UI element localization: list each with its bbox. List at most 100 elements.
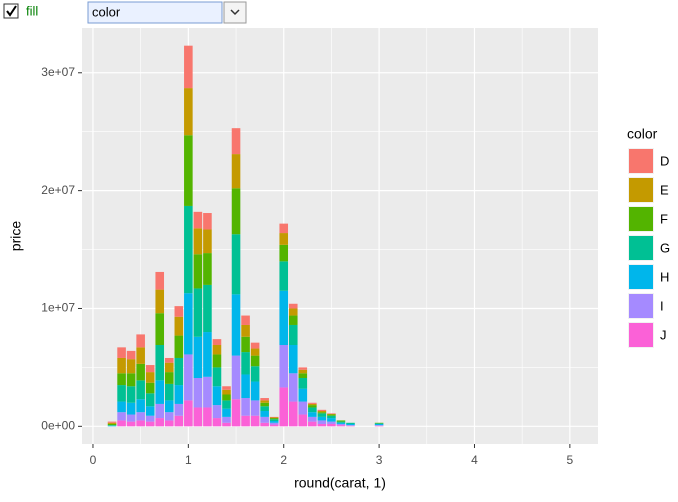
bar-segment xyxy=(241,336,250,353)
bar-segment xyxy=(231,154,241,189)
bar-segment xyxy=(155,380,165,404)
legend-label: G xyxy=(660,240,670,255)
bar-segment xyxy=(203,284,212,333)
bar-segment xyxy=(117,347,126,358)
bar-segment xyxy=(155,313,165,346)
legend-swatch xyxy=(629,178,653,202)
bar-segment xyxy=(250,342,260,349)
bar-segment xyxy=(317,411,327,413)
bar-segment xyxy=(145,421,155,427)
bar-segment xyxy=(145,365,155,373)
bar-segment xyxy=(346,423,355,426)
bar-segment xyxy=(308,407,317,413)
bar-segment xyxy=(107,423,117,426)
bar-segment xyxy=(126,373,136,387)
bar-segment xyxy=(136,420,145,427)
bar-segment xyxy=(212,418,222,427)
bar-segment xyxy=(231,234,241,295)
bar-segment xyxy=(231,188,241,235)
bar-segment xyxy=(336,421,346,423)
legend-swatch xyxy=(629,265,653,289)
fill-label: fill xyxy=(26,3,38,18)
bar-segment xyxy=(174,335,184,358)
bar-segment xyxy=(288,401,298,427)
bar-segment xyxy=(222,422,231,427)
bar-segment xyxy=(155,289,165,314)
bar-segment xyxy=(117,412,126,421)
bar-segment xyxy=(164,400,174,413)
bar-segment xyxy=(145,393,155,407)
bar-segment xyxy=(336,425,346,427)
bar-segment xyxy=(374,425,384,427)
select-arrow-button[interactable] xyxy=(223,1,247,24)
bar-segment xyxy=(193,228,203,255)
bar-segment xyxy=(269,417,279,419)
bar-segment xyxy=(117,401,126,413)
bar-segment xyxy=(203,229,212,254)
bar-segment xyxy=(145,406,155,416)
legend-label: J xyxy=(660,327,667,342)
bar-segment xyxy=(174,306,184,317)
bar-segment xyxy=(250,415,260,427)
bar-segment xyxy=(308,421,317,427)
bar-segment xyxy=(308,416,317,422)
x-tick-label: 2 xyxy=(280,453,287,467)
bar-segment xyxy=(136,380,145,400)
bar-segment xyxy=(107,425,117,427)
bar-segment xyxy=(288,324,298,346)
bar-segment xyxy=(317,413,327,417)
bar-segment xyxy=(260,402,269,407)
bar-segment xyxy=(212,345,222,355)
y-tick-label: 2e+07 xyxy=(41,183,75,197)
bar-segment xyxy=(260,411,269,417)
bar-segment xyxy=(279,387,289,427)
legend-title: color xyxy=(627,126,658,142)
select-box[interactable] xyxy=(87,1,223,24)
bar-segment xyxy=(145,415,155,422)
bar-segment xyxy=(241,398,250,416)
bar-segment xyxy=(250,348,260,356)
bar-segment xyxy=(203,376,212,408)
bar-segment xyxy=(155,418,165,427)
bar-segment xyxy=(327,418,336,422)
legend-label: I xyxy=(660,298,664,313)
legend-swatch xyxy=(629,294,653,318)
bar-segment xyxy=(298,388,308,402)
fill-checkbox[interactable] xyxy=(3,3,19,19)
y-tick-label: 1e+07 xyxy=(41,301,75,315)
bar-segment xyxy=(327,414,336,416)
checkmark xyxy=(6,5,17,17)
bar-segment xyxy=(279,223,289,234)
bar-segment xyxy=(269,416,279,418)
bar-segment xyxy=(346,425,355,427)
bar-segment xyxy=(212,354,222,368)
bar-segment xyxy=(260,416,269,423)
bar-segment xyxy=(117,373,126,386)
bar-segment xyxy=(203,253,212,285)
bar-segment xyxy=(374,423,384,426)
bar-segment xyxy=(336,420,346,422)
bar-segment xyxy=(279,261,289,291)
bar-segment xyxy=(203,213,212,230)
legend-label: E xyxy=(660,182,669,197)
bar-segment xyxy=(184,205,193,294)
bar-segment xyxy=(269,418,279,420)
bar-segment xyxy=(184,45,193,89)
bar-segment xyxy=(327,421,336,424)
bar-segment xyxy=(136,347,145,364)
bar-segment xyxy=(288,373,298,402)
bar-segment xyxy=(126,402,136,415)
bar-segment xyxy=(250,381,260,401)
bar-segment xyxy=(174,357,184,386)
bar-segment xyxy=(155,403,165,419)
bar-segment xyxy=(212,405,222,419)
bar-segment xyxy=(126,414,136,422)
bar-segment xyxy=(269,424,279,427)
bar-segment xyxy=(288,315,298,325)
bar-segment xyxy=(346,425,355,426)
bar-segment xyxy=(126,386,136,403)
bar-segment xyxy=(231,294,241,356)
bar-segment xyxy=(222,394,231,401)
bar-segment xyxy=(298,378,308,389)
